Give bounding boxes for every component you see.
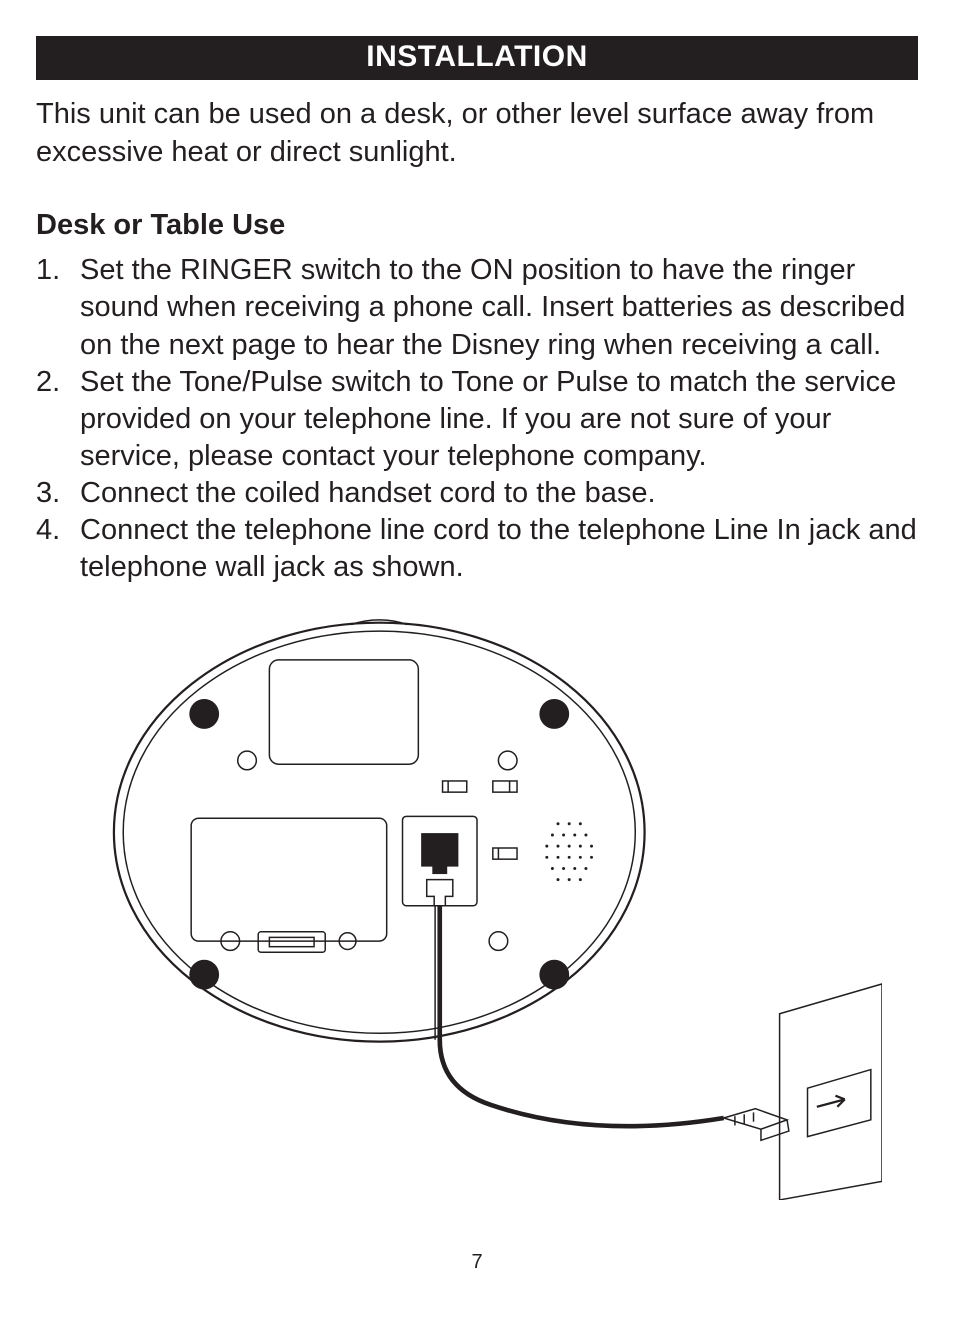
instruction-step: Set the RINGER switch to the ON position… xyxy=(36,252,918,363)
diagram-svg xyxy=(72,604,882,1200)
section-header-text: INSTALLATION xyxy=(366,40,588,73)
step-text: Set the RINGER switch to the ON position… xyxy=(80,254,905,360)
step-text: Connect the coiled handset cord to the b… xyxy=(80,477,656,509)
installation-diagram xyxy=(36,604,918,1205)
instruction-step: Connect the coiled handset cord to the b… xyxy=(36,475,918,512)
subsection-heading: Desk or Table Use xyxy=(36,209,918,242)
instruction-step: Set the Tone/Pulse switch to Tone or Pul… xyxy=(36,364,918,475)
instruction-list: Set the RINGER switch to the ON position… xyxy=(36,252,918,586)
page-number: 7 xyxy=(0,1251,954,1274)
section-header: INSTALLATION xyxy=(36,36,918,80)
intro-paragraph: This unit can be used on a desk, or othe… xyxy=(36,96,918,171)
instruction-step: Connect the telephone line cord to the t… xyxy=(36,512,918,586)
step-text: Set the Tone/Pulse switch to Tone or Pul… xyxy=(80,366,896,472)
step-text: Connect the telephone line cord to the t… xyxy=(80,514,917,583)
